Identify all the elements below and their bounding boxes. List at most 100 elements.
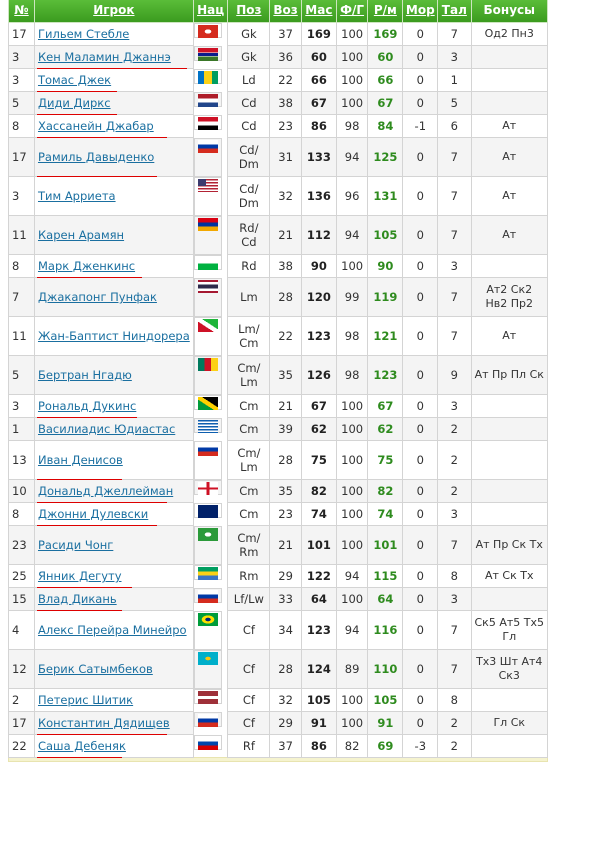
mastery-cell: 105 (300, 688, 337, 712)
flag-usa-icon (197, 178, 218, 192)
position-cell: Cm (227, 479, 271, 503)
age-cell: 32 (269, 176, 302, 216)
player-link[interactable]: Джакапонг Пунфак (37, 290, 157, 304)
talent-cell: 3 (437, 45, 472, 69)
player-link[interactable]: Марк Дженкинс (37, 259, 136, 273)
player-link[interactable]: Василиадис Юдиастас (37, 422, 176, 436)
flag-montserrat-icon (197, 527, 218, 541)
table-row: 11 Карен Арамян Rd/ Cd 21 112 94 105 0 7 Ат (8, 215, 548, 255)
player-link[interactable]: Томас Джек (37, 73, 112, 87)
header-label: Воз (273, 3, 298, 17)
morale-cell: 0 (402, 417, 439, 441)
header-num[interactable]: № (8, 0, 35, 23)
table-row: 15 Влад Дикань Lf/Lw 33 64 100 64 0 3 (8, 587, 548, 611)
header-tal[interactable]: Тал (437, 0, 472, 23)
player-link[interactable]: Диди Диркс (37, 96, 111, 110)
header-age[interactable]: Воз (269, 0, 302, 23)
player-link[interactable]: Карен Арамян (37, 228, 125, 242)
nationality-cell (193, 45, 222, 61)
flag-netherlands-icon (197, 93, 218, 107)
player-link[interactable]: Кен Маламин Джаннэ (37, 50, 171, 64)
bonuses-cell (470, 587, 548, 611)
mastery-cell: 112 (300, 215, 337, 255)
form-cell: 100 (335, 688, 369, 712)
talent-cell: 7 (437, 649, 472, 689)
player-name-cell: Дональд Джеллейман (33, 479, 194, 503)
bonuses-cell (470, 394, 548, 418)
position-cell: Cd (227, 114, 271, 138)
age-cell: 23 (269, 502, 302, 526)
player-link[interactable]: Гильем Стебле (37, 27, 130, 41)
flag-russia-icon (197, 442, 218, 456)
position-cell: Rd (227, 254, 271, 278)
nationality-cell (193, 277, 222, 317)
player-name-cell: Джакапонг Пунфак (33, 277, 194, 317)
player-name-cell: Константин Дядищев (33, 711, 194, 735)
morale-cell: 0 (402, 564, 439, 588)
talent-cell: 7 (437, 525, 472, 565)
form-cell: 100 (335, 440, 369, 480)
player-link[interactable]: Джонни Дулевски (37, 507, 149, 521)
bonuses-cell (470, 502, 548, 526)
mastery-cell: 120 (300, 277, 337, 317)
header-nat[interactable]: Нац (192, 0, 229, 23)
player-link[interactable]: Жан-Баптист Ниндорера (37, 329, 190, 343)
nationality-cell (193, 610, 222, 650)
morale-cell: 0 (402, 254, 439, 278)
player-link[interactable]: Янник Дегуту (37, 569, 122, 583)
player-name-cell: Рамиль Давыденко (33, 137, 194, 177)
table-row: 7 Джакапонг Пунфак Lm 28 120 99 119 0 7 Ат2 Ск2 Н… (8, 277, 548, 317)
morale-cell: 0 (402, 215, 439, 255)
bonuses-cell (470, 417, 548, 441)
flag-slovenia-icon (197, 736, 218, 750)
player-link[interactable]: Рональд Дукинс (37, 399, 137, 413)
talent-cell: 5 (437, 91, 472, 115)
nationality-cell (193, 711, 222, 727)
player-link[interactable]: Алекс Перейра Минейро (37, 623, 187, 637)
player-link[interactable]: Иван Денисов (37, 453, 123, 467)
player-link[interactable]: Константин Дядищев (37, 716, 170, 730)
header-player[interactable]: Игрок (33, 0, 194, 23)
nationality-cell (193, 734, 222, 750)
position-cell: Cd/ Dm (227, 176, 271, 216)
player-link[interactable]: Дональд Джеллейман (37, 484, 174, 498)
header-mas[interactable]: Мас (300, 0, 337, 23)
position-cell: Cd (227, 91, 271, 115)
age-cell: 29 (269, 564, 302, 588)
header-mor[interactable]: Мор (402, 0, 439, 23)
nationality-cell (193, 440, 222, 480)
table-row: 1 Василиадис Юдиастас Cm 39 62 100 62 0 2 (8, 417, 548, 441)
player-number-cell: 5 (8, 355, 35, 395)
position-cell: Cd/ Dm (227, 137, 271, 177)
player-link[interactable]: Хассанейн Джабар (37, 119, 154, 133)
form-cell: 94 (335, 564, 369, 588)
talent-cell: 1 (437, 68, 472, 92)
header-pos[interactable]: Поз (227, 0, 271, 23)
talent-cell: 3 (437, 394, 472, 418)
header-rm[interactable]: Р/м (367, 0, 404, 23)
flag-russia-icon (197, 589, 218, 603)
bonuses-cell (470, 479, 548, 503)
player-link[interactable]: Берик Сатымбеков (37, 662, 153, 676)
player-link[interactable]: Влад Дикань (37, 592, 117, 606)
player-number-cell: 8 (8, 254, 35, 278)
real-mastery-cell: 60 (367, 45, 404, 69)
player-link[interactable]: Петерис Шитик (37, 693, 134, 707)
player-link[interactable]: Рамиль Давыденко (37, 150, 155, 164)
player-link[interactable]: Бертран Нгадю (37, 368, 132, 382)
table-header: № Игрок Нац Поз Воз Мас Ф/Г Р/м Мор Тал Бонусы (8, 0, 548, 23)
bonuses-cell (470, 91, 548, 115)
player-name-cell: Гильем Стебле (33, 22, 194, 46)
player-number-cell: 15 (8, 587, 35, 611)
nationality-cell (193, 417, 222, 433)
header-label: Нац (197, 3, 225, 17)
player-link[interactable]: Тим Арриета (37, 189, 116, 203)
player-link[interactable]: Расиди Чонг (37, 538, 114, 552)
player-name-cell: Томас Джек (33, 68, 194, 92)
player-link[interactable]: Саша Дебеняк (37, 739, 126, 753)
flag-cameroon-icon (197, 357, 218, 371)
table-row: 17 Гильем Стебле Gk 37 169 100 169 0 7 Од2 Пн3 (8, 22, 548, 46)
table-row: 13 Иван Денисов Cm/ Lm 28 75 100 75 0 2 (8, 440, 548, 480)
header-fg[interactable]: Ф/Г (335, 0, 369, 23)
talent-cell: 7 (437, 22, 472, 46)
